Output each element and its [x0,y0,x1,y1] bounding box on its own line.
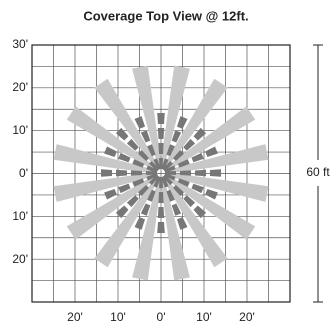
short-ray [180,170,191,176]
short-ray [173,149,185,161]
short-ray [126,195,139,208]
short-ray [166,189,175,202]
grid-border [31,44,291,303]
short-ray [115,127,129,141]
short-ray [116,169,127,177]
short-ray [161,158,169,170]
short-ray [157,128,165,139]
short-ray [118,152,131,163]
y-label: 30' [12,37,28,51]
x-label: 0' [157,310,166,324]
short-ray [183,138,196,151]
title: Coverage Top View @ 12ft. [83,8,248,23]
long-ray [160,65,190,166]
short-ray [205,146,218,158]
short-ray [162,160,174,172]
long-ray [132,65,162,166]
short-ray [191,152,204,163]
short-ray [147,144,156,157]
y-label: 10' [12,123,28,137]
short-ray [166,144,175,157]
short-ray [153,176,161,188]
short-ray [191,183,204,194]
dimension-label: 60 ft [306,165,330,179]
short-ray [159,158,163,169]
short-ray [158,143,164,154]
short-ray [171,130,182,143]
short-ray [126,138,139,151]
long-ray [53,172,154,202]
x-label: 20' [239,310,255,324]
short-ray [193,127,207,141]
short-ray [195,169,206,177]
x-label: 10' [196,310,212,324]
short-ray [157,113,165,124]
long-ray [94,178,159,268]
short-ray [210,169,221,177]
long-ray [163,178,228,268]
long-ray [53,144,154,174]
short-ray [158,192,164,203]
long-ray [163,78,228,168]
short-ray [157,222,165,233]
long-ray [94,78,159,168]
long-ray [166,175,256,240]
short-ray [132,178,145,187]
short-ray [137,149,149,161]
short-ray [148,174,160,186]
short-ray [140,203,151,216]
short-ray [177,159,190,168]
coverage-rays [53,65,269,281]
short-ray [146,165,158,173]
short-ray [101,169,112,177]
short-ray [159,177,163,188]
short-ray [157,207,165,218]
short-ray [115,205,129,219]
short-ray [137,185,149,197]
short-ray [193,205,207,219]
short-ray [134,116,146,129]
short-ray [176,116,188,129]
short-ray [164,165,176,173]
y-label: 20' [12,252,28,266]
short-ray [164,173,176,181]
y-label: 10' [12,209,28,223]
short-ray [153,158,161,170]
short-ray [162,174,174,186]
short-ray [131,170,142,176]
short-ray [177,178,190,187]
short-ray [104,146,117,158]
long-ray [160,180,190,281]
short-ray [205,188,218,200]
long-ray [168,144,269,174]
x-label: 10' [110,310,126,324]
long-ray [132,180,162,281]
grid [32,45,290,302]
short-ray [173,185,185,197]
short-ray [140,130,151,143]
short-ray [161,176,169,188]
short-ray [134,217,146,230]
short-ray [104,188,117,200]
short-ray [165,171,176,175]
long-ray [166,106,256,171]
short-ray [146,173,158,181]
short-ray [171,203,182,216]
long-ray [168,172,269,202]
short-ray [148,160,160,172]
short-ray [147,189,156,202]
short-ray [132,159,145,168]
short-ray [118,183,131,194]
long-ray [66,106,156,171]
short-ray [183,195,196,208]
y-label: 20' [12,80,28,94]
x-label: 20' [67,310,83,324]
short-ray [146,171,157,175]
short-ray [176,217,188,230]
y-label: 0' [19,166,28,180]
long-ray [66,175,156,240]
